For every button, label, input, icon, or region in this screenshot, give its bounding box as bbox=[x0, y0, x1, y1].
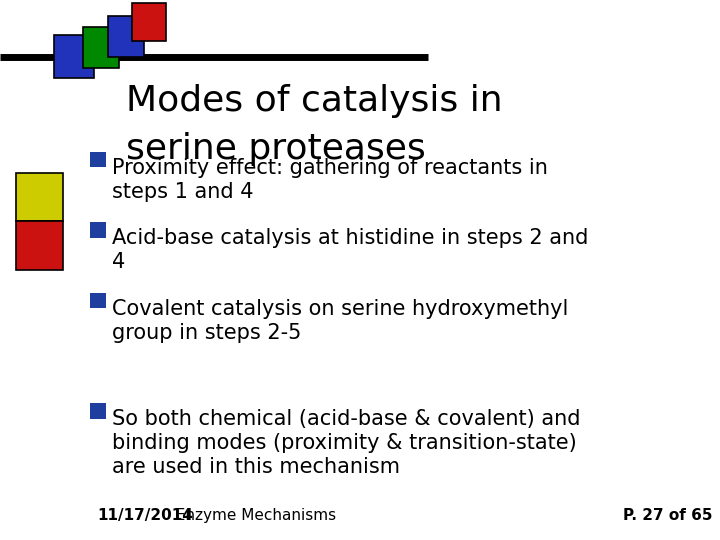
Text: serine proteases: serine proteases bbox=[126, 132, 426, 166]
Text: Proximity effect: gathering of reactants in
steps 1 and 4: Proximity effect: gathering of reactants… bbox=[112, 158, 547, 202]
Bar bbox=[90, 403, 106, 418]
Bar bbox=[16, 173, 63, 221]
Bar bbox=[16, 221, 63, 270]
Bar bbox=[54, 35, 94, 78]
Text: Enzyme Mechanisms: Enzyme Mechanisms bbox=[166, 508, 336, 523]
Text: Covalent catalysis on serine hydroxymethyl
group in steps 2-5: Covalent catalysis on serine hydroxymeth… bbox=[112, 299, 568, 342]
Text: 11/17/2014: 11/17/2014 bbox=[97, 508, 193, 523]
Bar bbox=[83, 27, 119, 68]
Text: P. 27 of 65: P. 27 of 65 bbox=[623, 508, 712, 523]
Bar bbox=[90, 152, 106, 167]
Bar bbox=[108, 16, 144, 57]
Bar bbox=[90, 293, 106, 308]
Bar bbox=[90, 222, 106, 238]
Text: Modes of catalysis in: Modes of catalysis in bbox=[126, 84, 503, 118]
Text: Acid-base catalysis at histidine in steps 2 and
4: Acid-base catalysis at histidine in step… bbox=[112, 228, 588, 272]
Bar bbox=[132, 3, 166, 40]
Text: So both chemical (acid-base & covalent) and
binding modes (proximity & transitio: So both chemical (acid-base & covalent) … bbox=[112, 409, 580, 477]
